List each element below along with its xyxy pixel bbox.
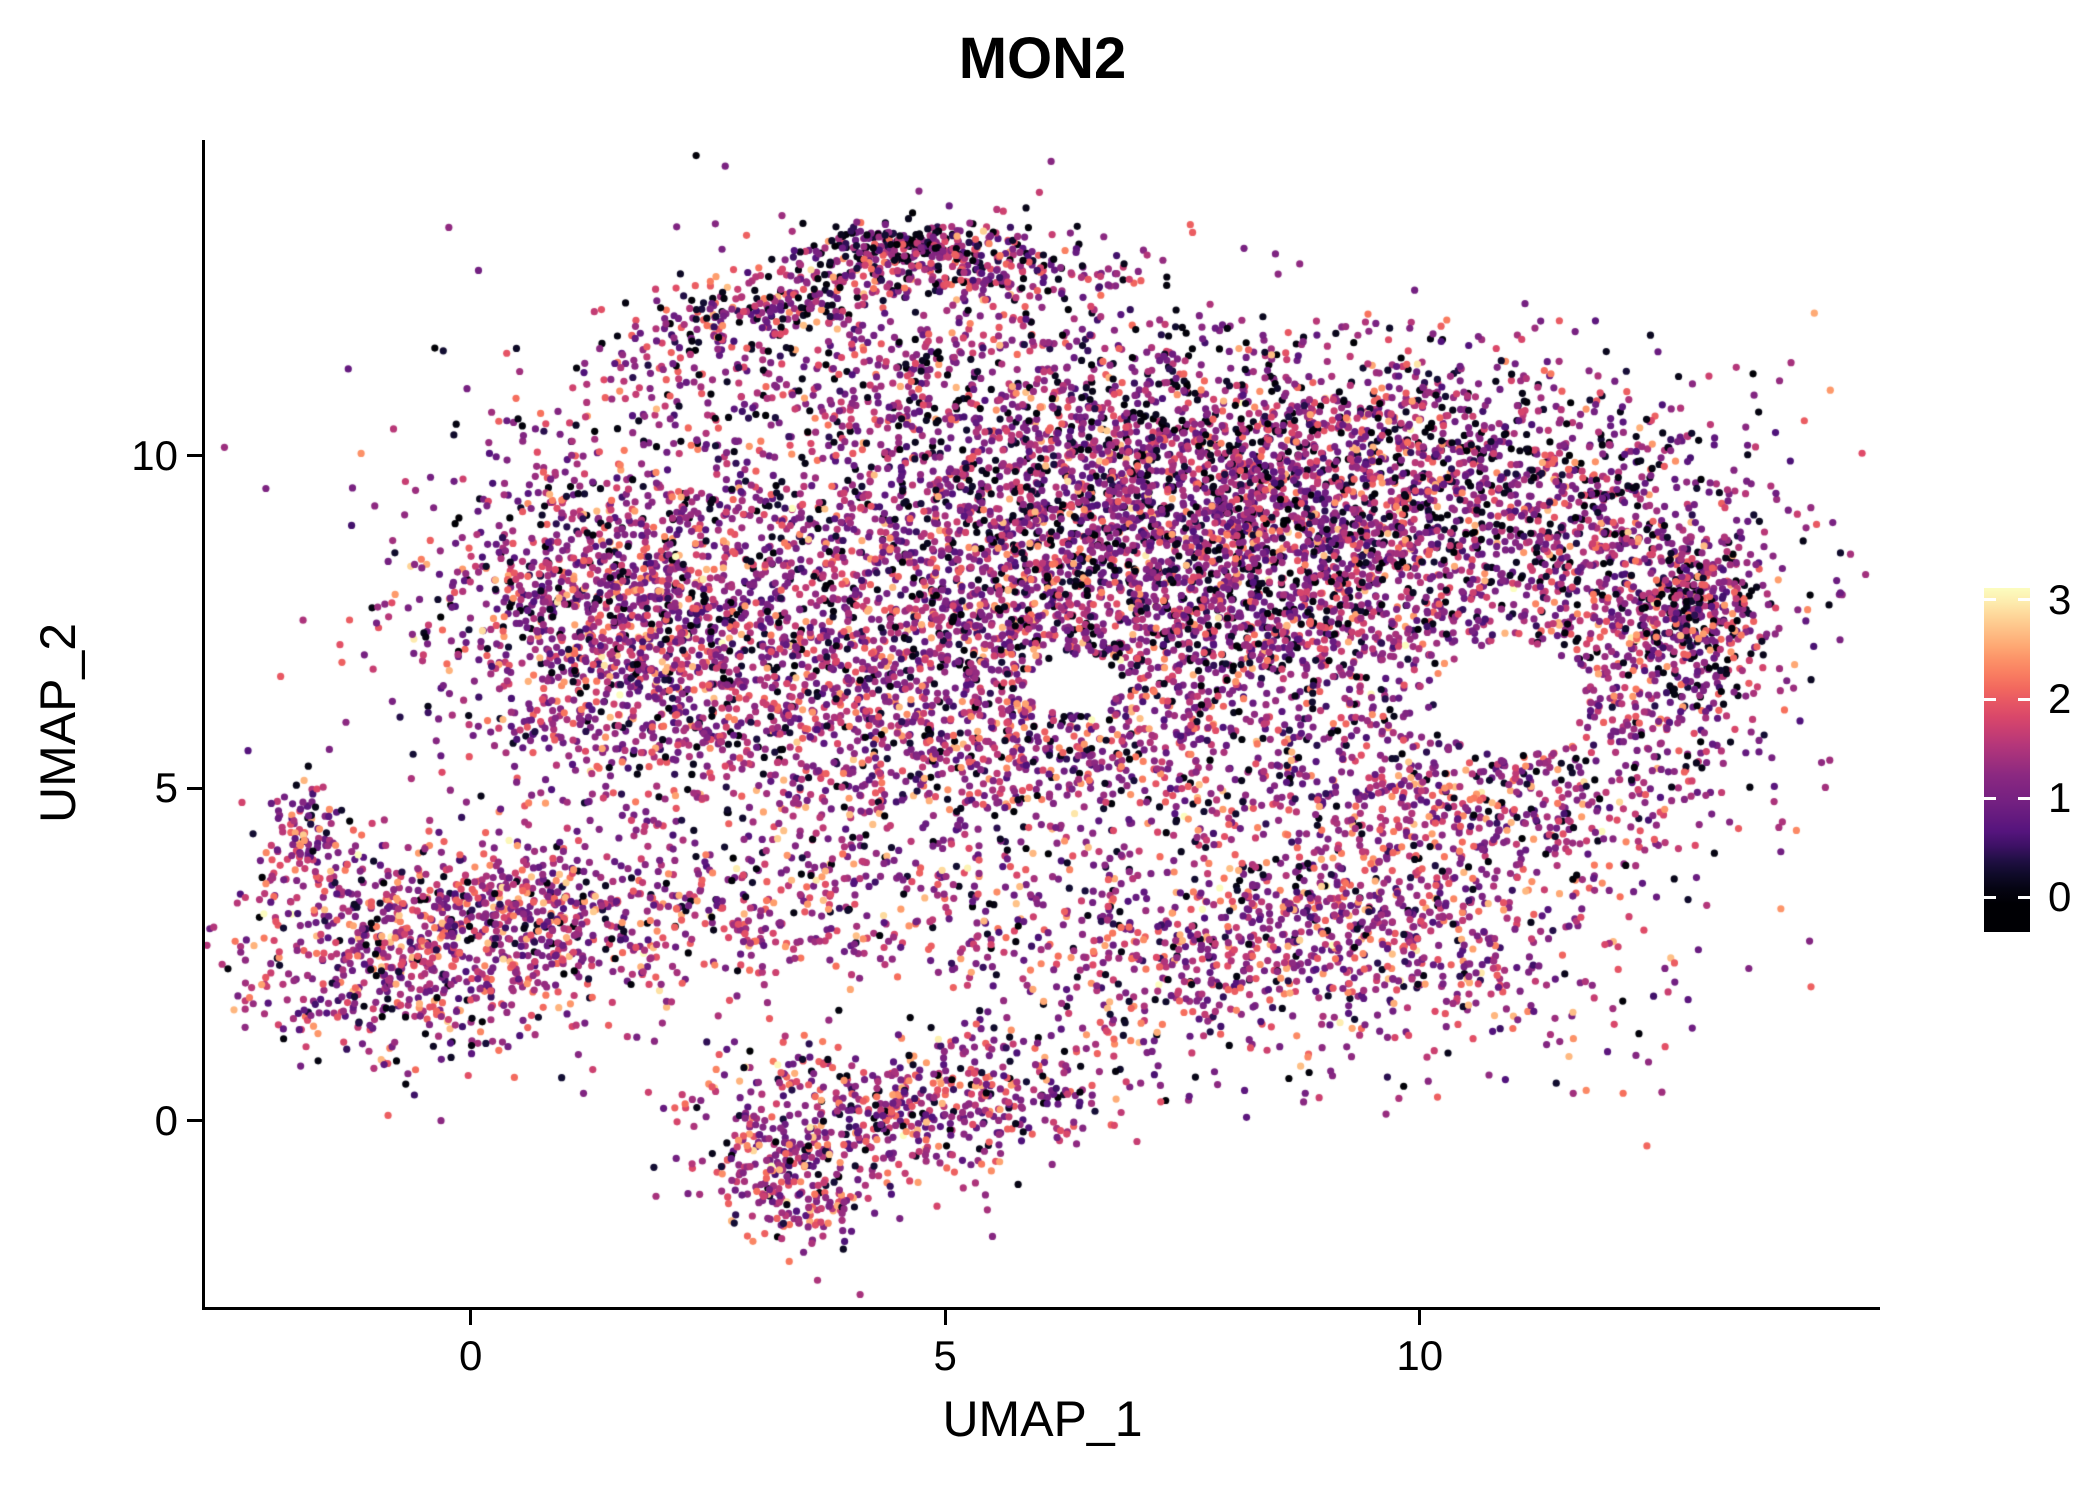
colorbar-tick-label: 3 [2048,575,2072,623]
scatter-canvas [205,140,1880,1307]
x-tick-mark [469,1310,473,1325]
colorbar-tick-mark [2018,697,2030,701]
y-tick-label: 5 [154,764,178,812]
colorbar-tick-mark [1984,697,1996,701]
y-tick-mark [187,1119,202,1123]
colorbar-tick-mark [1984,598,1996,602]
colorbar-gradient [1984,588,2030,932]
plot-area [205,140,1880,1307]
colorbar-tick-mark [2018,895,2030,899]
colorbar-tick-label: 1 [2048,774,2072,822]
colorbar-tick-label: 2 [2048,675,2072,723]
x-axis-line [202,1307,1880,1310]
colorbar-tick-label: 0 [2048,873,2072,921]
y-axis-line [202,140,205,1310]
colorbar-tick-mark [2018,796,2030,800]
colorbar-tick-mark [1984,796,1996,800]
x-tick-label: 5 [933,1332,957,1379]
colorbar-tick-mark [1984,895,1996,899]
y-tick-mark [187,454,202,458]
x-tick-label: 10 [1396,1332,1444,1379]
chart-title: MON2 [958,26,1127,91]
y-tick-mark [187,786,202,790]
y-tick-label: 0 [154,1096,178,1144]
y-axis-label: UMAP_2 [30,622,86,824]
y-tick-label: 10 [131,431,178,479]
x-tick-label: 0 [459,1332,483,1379]
x-tick-mark [943,1310,947,1325]
colorbar-tick-mark [2018,598,2030,602]
x-axis-label: UMAP_1 [942,1391,1143,1447]
x-tick-mark [1418,1310,1422,1325]
